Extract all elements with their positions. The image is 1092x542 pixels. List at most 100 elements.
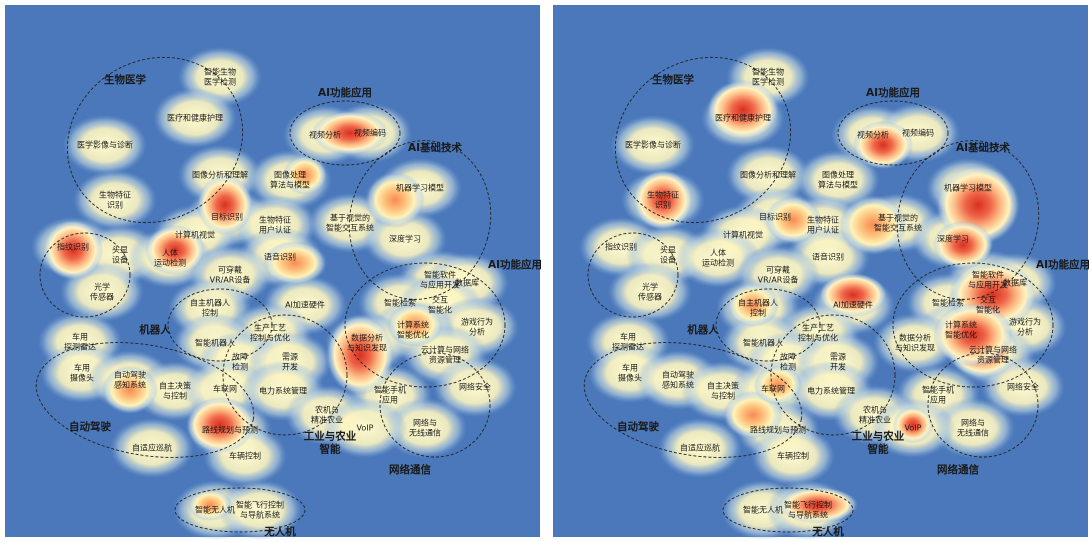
cluster-boundary xyxy=(348,140,492,300)
density-blob xyxy=(658,418,742,478)
density-blob xyxy=(63,115,147,175)
cluster-boundary xyxy=(587,232,679,318)
topic-label: 故障 xyxy=(780,352,796,362)
cluster-boundary xyxy=(35,342,255,458)
topic-label: 智能飞行控制 xyxy=(784,500,832,510)
topic-label: 控制 xyxy=(202,308,218,318)
density-blob xyxy=(218,480,302,540)
topic-label: 医疗和健康护理 xyxy=(167,113,223,123)
topic-label: 传感器 xyxy=(638,292,662,302)
topic-label: 运动检测 xyxy=(702,258,734,268)
topic-label: VR/AR设备 xyxy=(210,275,251,285)
topic-label: 运动检测 xyxy=(154,258,186,268)
topic-label: 深度学习 xyxy=(937,234,969,244)
topic-label: 计算系统 xyxy=(397,320,429,330)
topic-label: 智能优化 xyxy=(945,330,977,340)
topic-label: 开发 xyxy=(282,362,298,372)
cluster-boundary xyxy=(896,140,1040,300)
topic-label: 图像分析和理解 xyxy=(192,170,248,180)
topic-label: 传感器 xyxy=(90,292,114,302)
density-hotspot xyxy=(102,366,158,414)
topic-label: 智能交互系统 xyxy=(326,223,374,233)
topic-label: 指纹识别 xyxy=(605,242,637,252)
topic-label: 图像处理 xyxy=(822,170,854,180)
cluster-label: 网络通信 xyxy=(389,463,431,476)
cluster-label: 工业与农业 xyxy=(304,430,357,443)
topic-label: 机器学习模型 xyxy=(396,183,444,193)
topic-label: 识别 xyxy=(655,201,671,210)
topic-label: 检测 xyxy=(232,362,248,372)
topic-label: AI加速硬件 xyxy=(285,300,325,310)
cluster-label: AI功能应用 xyxy=(488,258,542,271)
topic-label: 智能软件 xyxy=(972,270,1004,280)
topic-label: 生产工艺 xyxy=(802,323,834,333)
topic-label: 生物特征 xyxy=(647,190,679,200)
topic-label: 探测雷达 xyxy=(64,342,96,352)
topic-label: 目标识别 xyxy=(211,212,243,222)
topic-label: 网络与 xyxy=(413,418,437,428)
topic-label: 车辆控制 xyxy=(229,451,261,461)
cluster-boundary xyxy=(344,262,506,388)
density-hotspot xyxy=(387,303,443,347)
topic-label: 智能交互系统 xyxy=(874,223,922,233)
topic-label: 智能生物 xyxy=(204,67,236,77)
density-hotspot xyxy=(754,365,802,405)
topic-label: 应用 xyxy=(382,395,398,405)
topic-label: 用户认证 xyxy=(259,225,291,235)
topic-label: 云计算与网络 xyxy=(421,345,469,355)
cluster-label: 生物医学 xyxy=(104,73,146,86)
topic-label: 医学检测 xyxy=(204,77,236,87)
topic-label: 智能无人机 xyxy=(743,505,783,515)
topic-label: 与导航系统 xyxy=(788,510,828,520)
topic-label: 车用 xyxy=(74,363,90,373)
cluster-label: AI功能应用 xyxy=(318,86,372,99)
topic-label: 图像处理 xyxy=(274,170,306,180)
topic-label: 自适应巡航 xyxy=(680,443,720,453)
cluster-boundary xyxy=(379,352,491,458)
topic-label: 智能无人机 xyxy=(195,505,235,515)
topic-label: 精准农业 xyxy=(311,415,343,425)
topic-label: 与知识发现 xyxy=(895,343,935,353)
topic-label: VoIP xyxy=(905,424,922,433)
topic-label: 车辆控制 xyxy=(777,451,809,461)
topic-label: 农机与 xyxy=(863,405,887,415)
cluster-boundary xyxy=(167,288,273,362)
topic-label: 自适应巡航 xyxy=(132,443,172,453)
topic-label: 自主机器人 xyxy=(190,298,230,308)
topic-label: 分析 xyxy=(1017,327,1033,337)
topic-label: 感知系统 xyxy=(662,380,694,390)
topic-label: 车用 xyxy=(622,363,638,373)
topic-label: 无线通信 xyxy=(409,428,441,438)
topic-label: 网络安全 xyxy=(1007,382,1039,392)
topic-label: 需源 xyxy=(830,353,846,362)
density-hotspot xyxy=(283,155,327,195)
topic-label: 深度学习 xyxy=(389,234,421,244)
cluster-label: 工业与农业 xyxy=(852,430,905,443)
cluster-label: AI功能应用 xyxy=(1036,258,1090,271)
topic-label: 智能优化 xyxy=(397,330,429,340)
density-hotspot xyxy=(197,175,253,235)
topic-label: 生物特征 xyxy=(259,215,291,225)
topic-label: 基于视觉的 xyxy=(878,213,918,223)
topic-label: 计算系统 xyxy=(945,320,977,330)
topic-label: VoIP xyxy=(357,424,374,433)
topic-label: 分析 xyxy=(469,327,485,337)
topic-label: 游戏行为 xyxy=(1009,317,1041,327)
cluster-label: 智能 xyxy=(867,443,889,456)
topic-label: 算法与模型 xyxy=(270,180,310,190)
topic-label: 智能飞行控制 xyxy=(236,500,284,510)
cluster-label: 自动驾驶 xyxy=(617,420,659,433)
cluster-label: AI功能应用 xyxy=(866,86,920,99)
cluster-label: 生物医学 xyxy=(652,73,694,86)
density-hotspot xyxy=(263,241,327,285)
topic-label: 图像分析和理解 xyxy=(740,170,796,180)
cluster-label: 机器人 xyxy=(687,323,719,336)
topic-label: 智能机器人 xyxy=(195,338,235,348)
topic-label: 自主决策 xyxy=(707,381,739,391)
topic-label: 无线通信 xyxy=(957,428,989,438)
topic-label: 路线规划与预测 xyxy=(202,425,258,435)
topic-label: 感知系统 xyxy=(114,380,146,390)
density-hotspot xyxy=(633,170,693,230)
